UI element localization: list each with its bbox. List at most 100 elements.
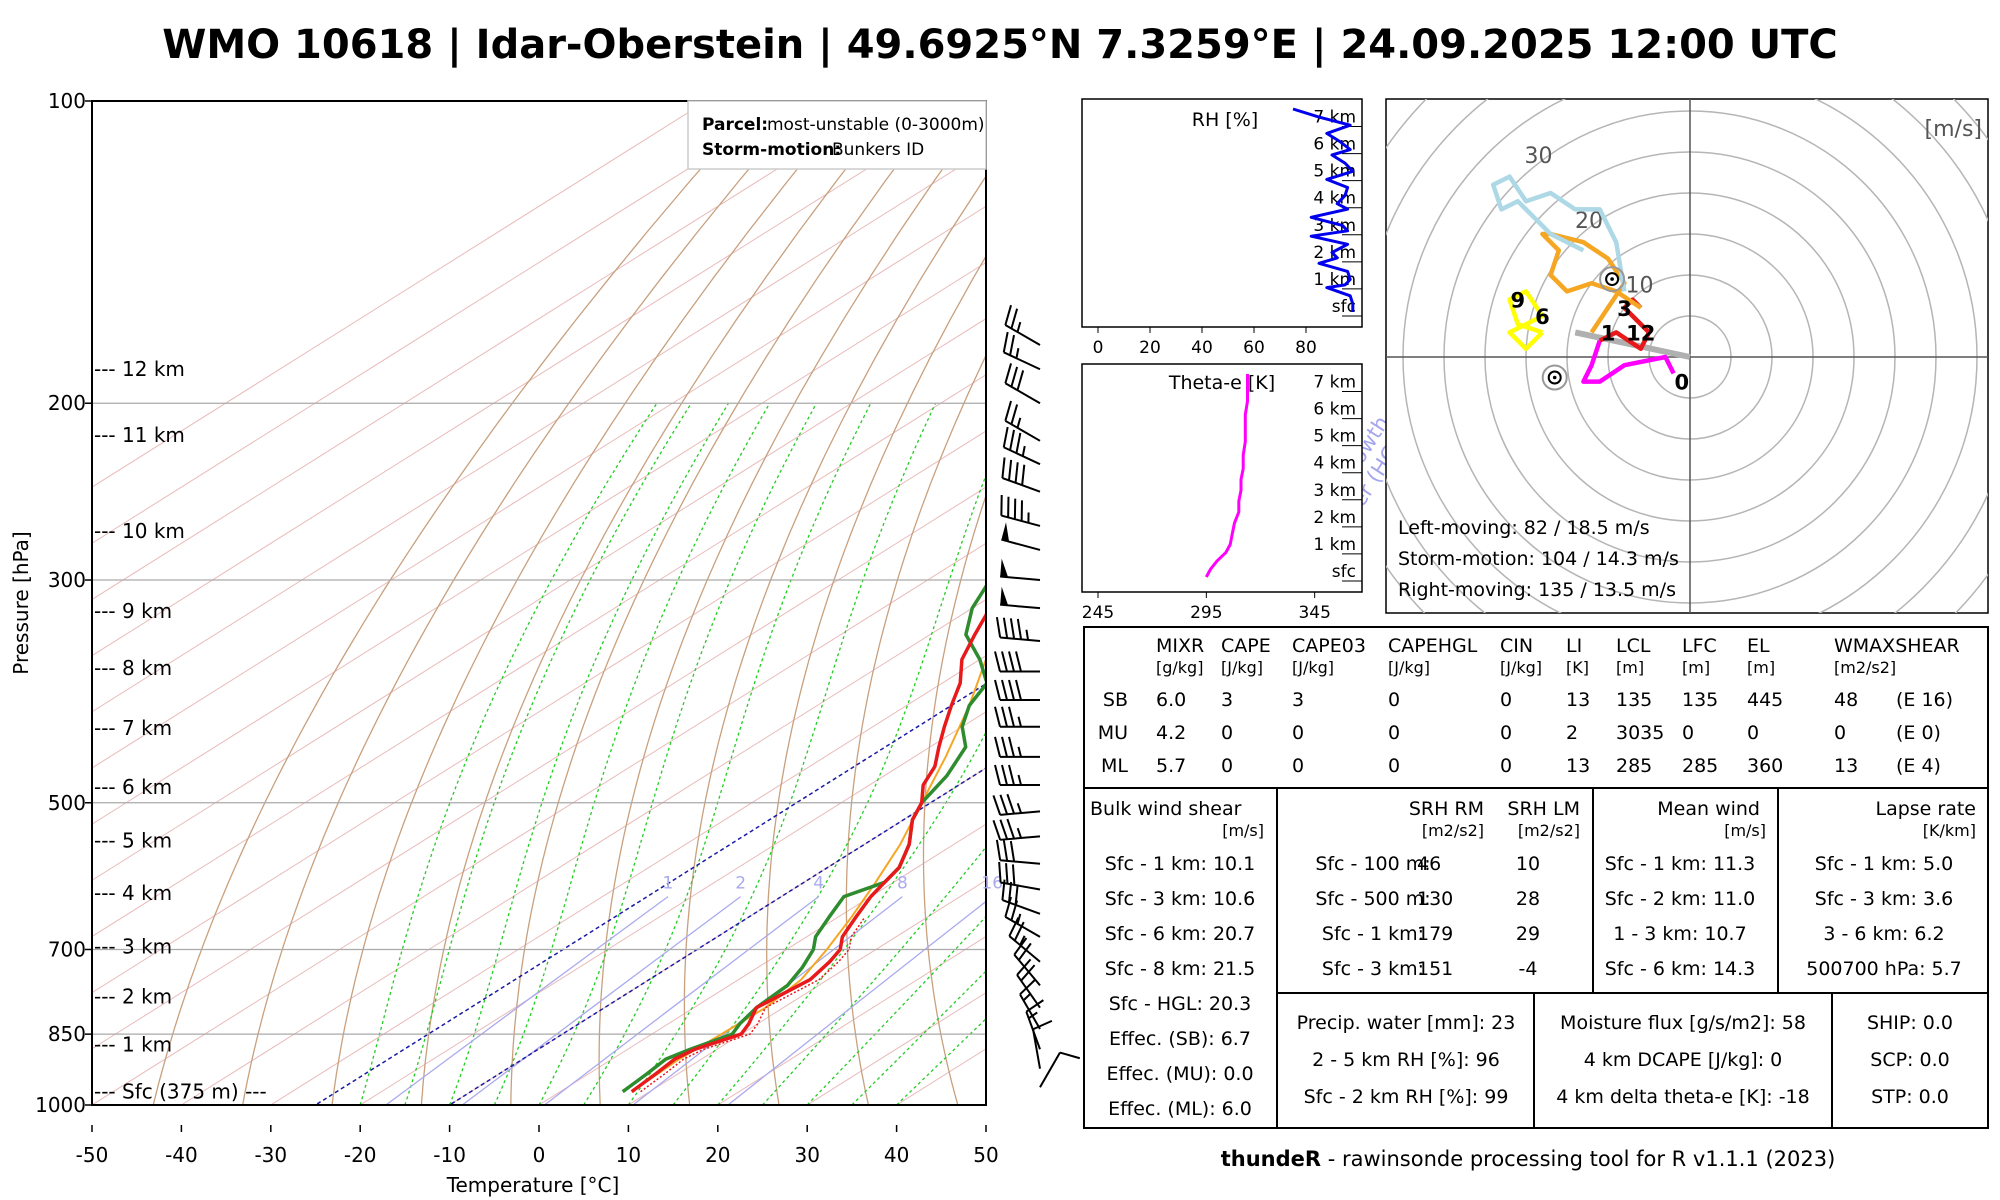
- profile-height-label: 6 km: [1313, 400, 1356, 420]
- composite-scp: SCP: 0.0: [1870, 1049, 1949, 1071]
- wind-barb: [1000, 558, 1041, 582]
- thetae-plot: sfc 1 km 2 km 3 km 4 km 5 km 6 km 7 km 245 295 345: [1082, 373, 1362, 623]
- params-col-unit: [g/kg]: [1156, 658, 1203, 677]
- hodo-height-label: 6: [1535, 305, 1550, 329]
- bulk-shear-6: Effec. (MU): 0.0: [1106, 1063, 1253, 1085]
- mixing-ratio-line: [544, 896, 819, 1105]
- wind-barb: [994, 736, 1040, 758]
- params-col-unit: [m2/s2]: [1834, 658, 1896, 677]
- params-col-unit: [J/kg]: [1500, 658, 1542, 677]
- mean-wind-title: Mean wind: [1657, 798, 1760, 820]
- legend-parcel-label: Parcel:: [702, 115, 768, 135]
- moist-adiabat: [806, 915, 986, 1105]
- profile-height-label: 5 km: [1313, 427, 1356, 447]
- params-cell: 135: [1682, 689, 1718, 711]
- barb-feather: [1010, 308, 1019, 329]
- hodo-legend-sm: Storm-motion: 104 / 14.3 m/s: [1398, 548, 1679, 570]
- barb-feather: [1013, 937, 1028, 956]
- params-cell: 135: [1616, 689, 1652, 711]
- height-label: --- 9 km: [94, 599, 172, 623]
- barb-shaft: [1032, 1029, 1041, 1069]
- srh-label-3: Sfc - 3 km:: [1322, 958, 1424, 980]
- barb-feather: [1008, 651, 1015, 672]
- hodograph-unit: [m/s]: [1925, 117, 1982, 142]
- bulk-shear-unit: [m/s]: [1222, 821, 1264, 840]
- x-tick-label: -20: [344, 1143, 377, 1167]
- mixing-ratio-line: [461, 896, 741, 1105]
- barb-feather: [992, 819, 1002, 841]
- barb-half-feather: [1017, 716, 1022, 727]
- mean-wind-1: Sfc - 2 km: 11.0: [1605, 888, 1756, 910]
- thetae-panel: Theta-e [K] sfc 1 km 2 km 3 km 4 km 5 km 6 km 7…: [1081, 363, 1363, 623]
- lapse-rate-unit: [K/km]: [1923, 821, 1976, 840]
- barb-feather: [1007, 881, 1013, 903]
- barb-half-feather: [1021, 445, 1026, 457]
- lapse-rate-title: Lapse rate: [1875, 798, 1976, 820]
- params-cell: 360: [1747, 755, 1783, 777]
- barb-feather: [1017, 942, 1032, 961]
- x-tick-label: 50: [973, 1143, 998, 1167]
- params-cell: 5.7: [1156, 755, 1186, 777]
- srh-rm-1: 130: [1417, 888, 1453, 910]
- barb-feather: [1006, 793, 1016, 814]
- moist-adiabat: [359, 402, 658, 1105]
- barb-feather: [1013, 921, 1025, 941]
- moist-adiabat: [448, 402, 730, 1105]
- params-cell: 0: [1221, 722, 1233, 744]
- barb-feather: [1019, 979, 1036, 996]
- barb-feather: [1001, 879, 1006, 901]
- bulk-shear-4: Sfc - HGL: 20.3: [1109, 993, 1251, 1015]
- wind-barb: [1002, 331, 1041, 371]
- mean-wind-0: Sfc - 1 km: 11.3: [1605, 853, 1756, 875]
- params-cell: ML: [1101, 755, 1128, 777]
- skewt-xlabel: Temperature [°C]: [446, 1173, 620, 1197]
- params-cell: 6.0: [1156, 689, 1186, 711]
- mixing-ratio-label: 1: [663, 874, 674, 894]
- moisture-left-2: Sfc - 2 km RH [%]: 99: [1304, 1086, 1509, 1108]
- wind-barb: [1013, 937, 1041, 986]
- lapse-rate-1: Sfc - 3 km: 3.6: [1815, 888, 1953, 910]
- isotherm-line: [627, 879, 986, 1105]
- y-tick-label: 700: [48, 937, 86, 961]
- params-cell: 0: [1292, 722, 1304, 744]
- barb-half-feather: [1019, 935, 1026, 946]
- params-col-header: LI: [1566, 635, 1582, 657]
- bulk-shear-0: Sfc - 1 km: 10.1: [1105, 853, 1256, 875]
- hodograph-panel: 10 20 30 40 0 13 69 12 [m/s] Left-moving: 82 / …: [1385, 98, 1989, 614]
- barb-feather: [1004, 400, 1012, 422]
- skewt-frame: [91, 100, 987, 1106]
- lapse-rate-box: Lapse rate [K/km] Sfc - 1 km: 5.0 Sfc - …: [1806, 798, 1976, 980]
- srh-label-0: Sfc - 100 m:: [1315, 853, 1430, 875]
- dry-adiabat: [845, 354, 986, 1105]
- mixing-ratio-label: 2: [735, 874, 746, 894]
- params-col-unit: [K]: [1566, 658, 1589, 677]
- srh-label-1: Sfc - 500 m:: [1315, 888, 1430, 910]
- moisture-mid-2: 4 km delta theta-e [K]: -18: [1556, 1086, 1809, 1108]
- isotherm-line: [92, 318, 986, 881]
- dewpoint-profile: [621, 583, 986, 1094]
- profile-line: [1204, 374, 1249, 578]
- y-tick-label: 100: [48, 89, 86, 113]
- moist-adiabat: [493, 402, 771, 1105]
- barb-feather: [1009, 334, 1015, 356]
- barb-feather: [1002, 331, 1009, 353]
- barb-feather: [1002, 426, 1009, 448]
- srh-lm-title: SRH LM: [1507, 798, 1580, 820]
- profile-x-tick-label: 40: [1191, 338, 1213, 358]
- srh-lm-1: 28: [1516, 888, 1540, 910]
- srh-rm-2: 179: [1417, 923, 1453, 945]
- mixing-ratio-label: 8: [897, 874, 908, 894]
- barb-feather: [998, 861, 1002, 883]
- params-col-unit: [m]: [1616, 658, 1644, 677]
- barb-feather: [1008, 764, 1015, 786]
- barb-feather: [1004, 363, 1012, 384]
- hodo-legend-rm: Right-moving: 135 / 13.5 m/s: [1398, 579, 1676, 601]
- rh-title: RH [%]: [1192, 109, 1258, 131]
- barb-feather: [1001, 736, 1008, 758]
- isotherm-line: [92, 486, 986, 1050]
- mixing-ratio-label: 4: [813, 874, 824, 894]
- barb-feather: [999, 794, 1009, 815]
- moist-adiabat: [717, 730, 986, 1105]
